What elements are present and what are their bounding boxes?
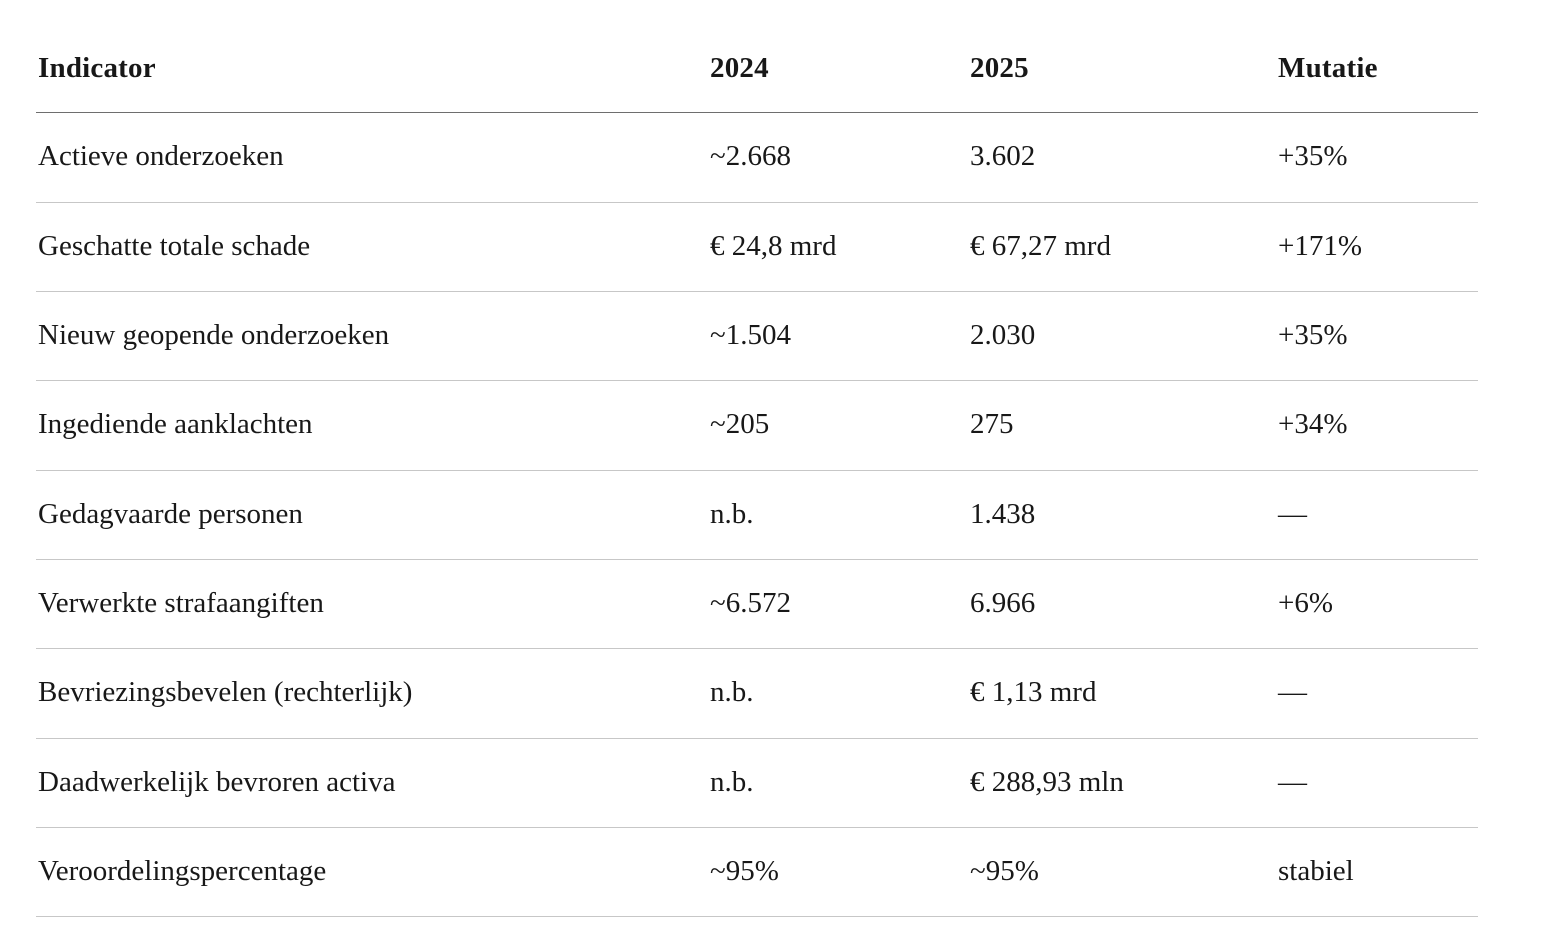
- cell-indicator: Daadwerkelijk bevroren activa: [36, 738, 710, 829]
- table-row: Daadwerkelijk bevroren activa n.b. € 288,9…: [36, 738, 1478, 829]
- cell-2025: 3.602: [970, 112, 1278, 203]
- cell-indicator: Nieuw geopende onderzoeken: [36, 291, 710, 382]
- table-row: Veroordelingspercentage ~95% ~95% stabiel: [36, 827, 1478, 918]
- cell-2024: n.b.: [710, 470, 970, 561]
- cell-mutatie: +34%: [1278, 380, 1478, 471]
- cell-2025: 6.966: [970, 559, 1278, 650]
- indicators-table: Indicator 2024 2025 Mutatie Actieve onde…: [36, 0, 1478, 918]
- cell-2025: 2.030: [970, 291, 1278, 382]
- column-header-indicator: Indicator: [36, 0, 710, 114]
- cell-2025: € 288,93 mln: [970, 738, 1278, 829]
- cell-2024: ~2.668: [710, 112, 970, 203]
- cell-indicator: Bevriezingsbevelen (rechterlijk): [36, 648, 710, 739]
- cell-2025: 1.438: [970, 470, 1278, 561]
- cell-mutatie: +35%: [1278, 112, 1478, 203]
- column-header-2024: 2024: [710, 0, 970, 114]
- cell-2024: ~6.572: [710, 559, 970, 650]
- cell-indicator: Veroordelingspercentage: [36, 827, 710, 918]
- cell-2024: ~1.504: [710, 291, 970, 382]
- cell-mutatie: +6%: [1278, 559, 1478, 650]
- header-row: Indicator 2024 2025 Mutatie: [36, 0, 1478, 114]
- cell-indicator: Geschatte totale schade: [36, 202, 710, 293]
- cell-indicator: Gedagvaarde personen: [36, 470, 710, 561]
- cell-2025: 275: [970, 380, 1278, 471]
- cell-2024: ~205: [710, 380, 970, 471]
- table-row: Verwerkte strafaangiften ~6.572 6.966 +6%: [36, 559, 1478, 650]
- table-row: Actieve onderzoeken ~2.668 3.602 +35%: [36, 112, 1478, 203]
- table-row: Geschatte totale schade € 24,8 mrd € 67,27…: [36, 202, 1478, 293]
- cell-2024: n.b.: [710, 648, 970, 739]
- table-row: Gedagvaarde personen n.b. 1.438—: [36, 470, 1478, 561]
- column-header-mutatie: Mutatie: [1278, 0, 1478, 114]
- cell-2024: ~95%: [710, 827, 970, 918]
- cell-indicator: Ingediende aanklachten: [36, 380, 710, 471]
- cell-indicator: Actieve onderzoeken: [36, 112, 710, 203]
- cell-2025: € 67,27 mrd: [970, 202, 1278, 293]
- cell-2024: € 24,8 mrd: [710, 202, 970, 293]
- cell-2025: ~95%: [970, 827, 1278, 918]
- cell-2025: € 1,13 mrd: [970, 648, 1278, 739]
- column-header-2025: 2025: [970, 0, 1278, 114]
- table-row: Nieuw geopende onderzoeken ~1.504 2.030 +35…: [36, 291, 1478, 382]
- table-container: Indicator 2024 2025 Mutatie Actieve onde…: [36, 0, 1478, 918]
- cell-mutatie: —: [1278, 648, 1478, 739]
- cell-mutatie: —: [1278, 470, 1478, 561]
- cell-2024: n.b.: [710, 738, 970, 829]
- cell-mutatie: —: [1278, 738, 1478, 829]
- table-row: Ingediende aanklachten ~205 275 +34%: [36, 380, 1478, 471]
- cell-mutatie: +35%: [1278, 291, 1478, 382]
- table-row: Bevriezingsbevelen (rechterlijk) n.b. € 1,…: [36, 648, 1478, 739]
- cell-indicator: Verwerkte strafaangiften: [36, 559, 710, 650]
- cell-mutatie: +171%: [1278, 202, 1478, 293]
- cell-mutatie: stabiel: [1278, 827, 1478, 918]
